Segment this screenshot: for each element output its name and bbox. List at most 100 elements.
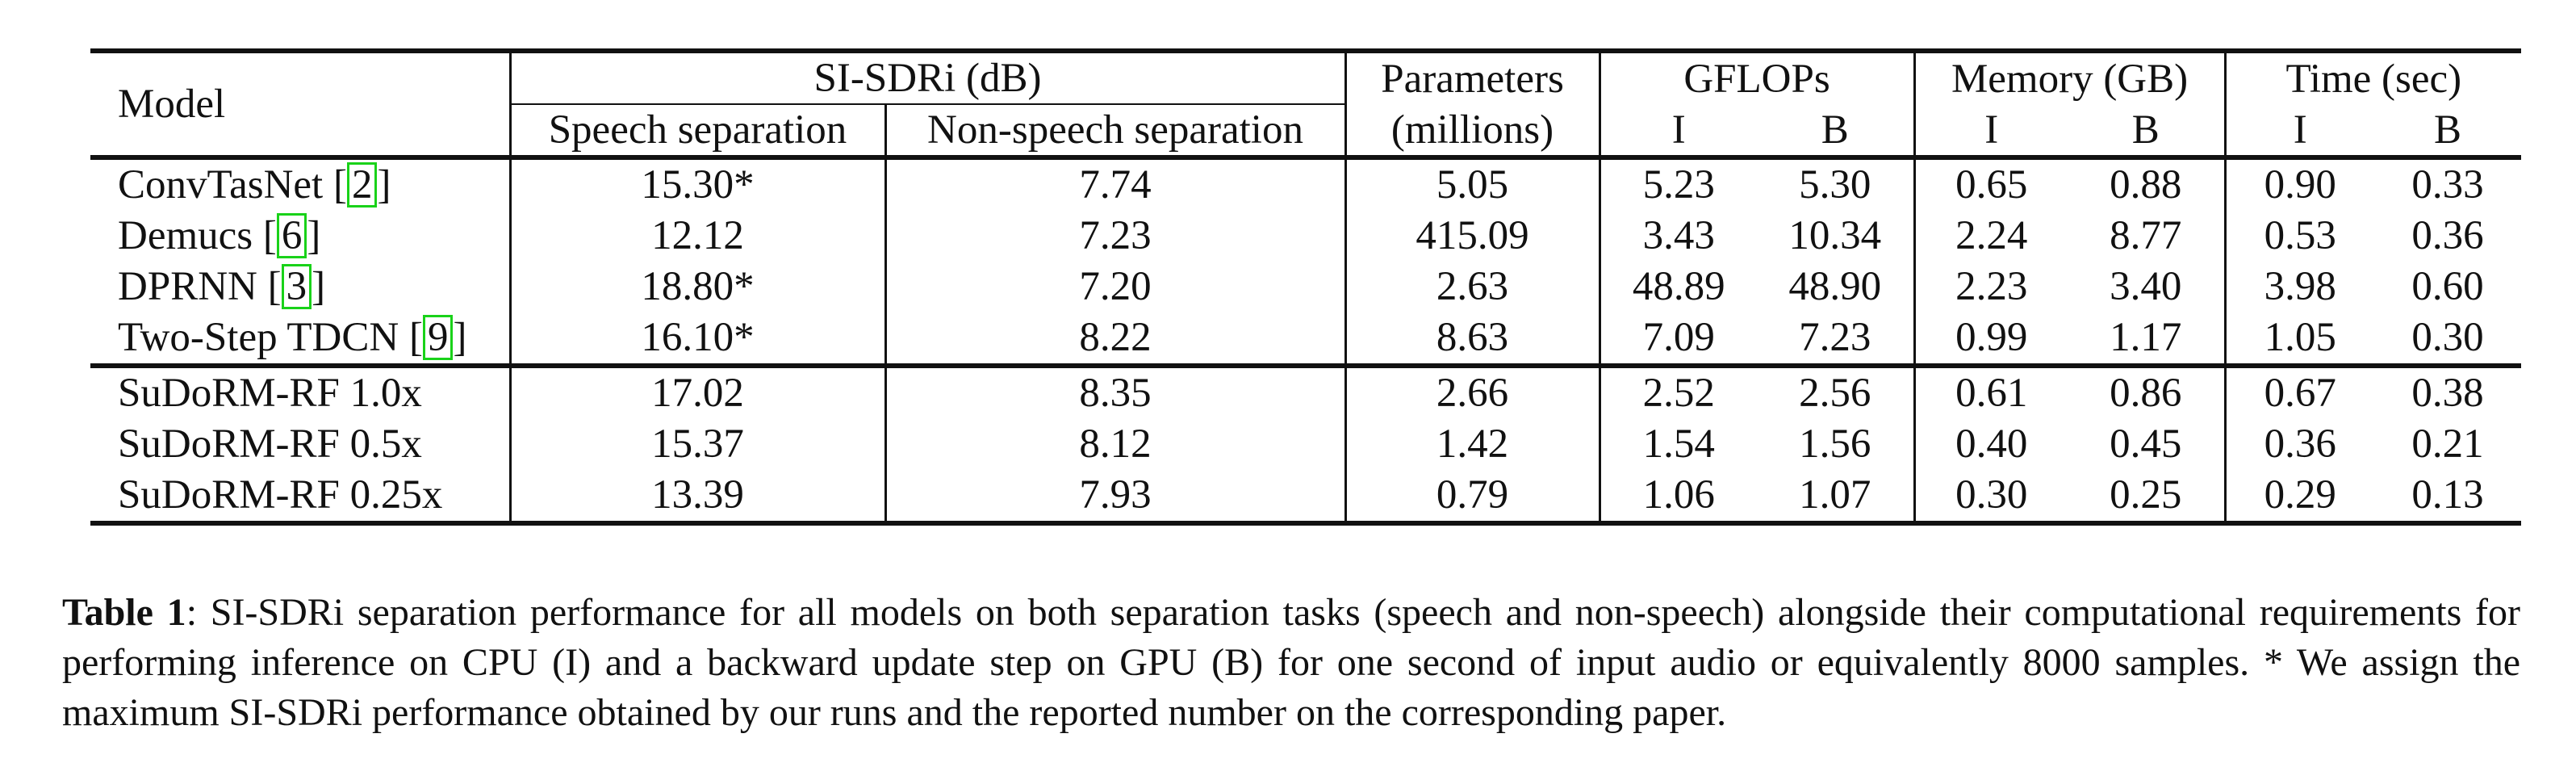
results-table-container: Model SI-SDRi (dB) Parameters GFLOPs Mem… [90,48,2522,526]
speech-sisdri: 18.80* [508,262,885,312]
speech-sisdri: 15.37 [508,419,885,470]
caption-label: Table 1 [62,591,186,634]
gflops-b: 7.23 [1799,315,1871,360]
caption-text: : SI-SDRi separation performance for all… [62,591,2521,734]
time-b: 0.30 [2411,315,2484,360]
parameters: 2.66 [1344,363,1600,419]
parameters: 5.05 [1344,155,1600,211]
time-i: 0.29 [2223,470,2375,526]
memory-b: 3.40 [2110,264,2182,309]
citation-link[interactable]: 9 [422,315,454,360]
time-b: 0.36 [2411,213,2484,258]
model-name: Two-Step TDCN [9] [118,315,467,360]
gflops-b: 2.56 [1757,363,1915,419]
memory-i: 0.40 [1913,419,2068,470]
speech-sisdri: 12.12 [508,211,885,262]
model-name: ConvTasNet [2] [90,155,510,211]
gflops-i: 48.89 [1598,262,1758,312]
header-nonspeech-separation: Non-speech separation [884,104,1346,157]
table-row: DPRNN [3] 18.80* 7.20 2.63 48.89 48.90 2… [90,262,2521,312]
speech-sisdri: 16.10* [508,312,885,366]
model-name: DPRNN [3] [118,264,326,309]
memory-b: 8.77 [2110,213,2182,258]
time-i: 1.05 [2223,312,2375,366]
nonspeech-sisdri: 7.23 [884,211,1346,262]
nonspeech-sisdri: 7.93 [884,470,1346,526]
memory-i: 0.61 [1913,363,2068,419]
nonspeech-sisdri: 8.22 [884,312,1346,366]
header-memory-i: I [1913,104,2068,157]
time-b: 0.13 [2374,470,2522,526]
table-row: ConvTasNet [2] 15.30* 7.74 5.05 5.23 5.3… [90,155,2522,211]
header-speech-separation: Speech separation [508,104,885,157]
header-si-sdri: SI-SDRi (dB) [508,48,1346,105]
memory-b: 0.88 [2068,155,2226,211]
table-row: SuDoRM-RF 0.5x 15.37 8.12 1.42 1.54 1.56… [90,419,2521,470]
table-caption: Table 1: SI-SDRi separation performance … [62,588,2520,738]
time-b: 0.38 [2374,363,2522,419]
model-name: SuDoRM-RF 0.25x [90,470,510,526]
gflops-i: 7.09 [1598,312,1758,366]
gflops-b: 5.30 [1757,155,1915,211]
speech-sisdri: 15.30* [508,155,885,211]
table-row: Two-Step TDCN [9] 16.10* 8.22 8.63 7.09 … [90,312,2521,366]
table-row: SuDoRM-RF 1.0x 17.02 8.35 2.66 2.52 2.56… [90,363,2522,419]
citation-link[interactable]: 3 [281,264,312,309]
gflops-i: 1.06 [1598,470,1758,526]
gflops-b: 10.34 [1788,213,1882,258]
gflops-i: 5.23 [1598,155,1758,211]
header-time-i: I [2223,104,2375,157]
model-name: SuDoRM-RF 0.5x [118,421,422,467]
time-b: 0.60 [2411,264,2484,309]
table-row: Demucs [6] 12.12 7.23 415.09 3.43 10.34 … [90,211,2521,262]
time-i: 0.67 [2223,363,2375,419]
memory-i: 2.24 [1913,211,2068,262]
nonspeech-sisdri: 8.35 [884,363,1346,419]
nonspeech-sisdri: 7.74 [884,155,1346,211]
header-memory: Memory (GB) [1913,48,2226,104]
parameters: 8.63 [1344,312,1600,366]
memory-i: 0.99 [1913,312,2068,366]
time-i: 0.36 [2223,419,2375,470]
memory-b: 0.25 [2068,470,2226,526]
speech-sisdri: 13.39 [508,470,885,526]
gflops-b: 1.07 [1757,470,1915,526]
results-table: Model SI-SDRi (dB) Parameters GFLOPs Mem… [90,48,2522,526]
speech-sisdri: 17.02 [508,363,885,419]
parameters: 0.79 [1344,470,1600,526]
memory-b: 0.45 [2110,421,2182,467]
header-parameters: Parameters [1344,48,1600,104]
citation-link[interactable]: 2 [346,162,378,208]
header-gflops: GFLOPs [1598,48,1915,104]
header-parameters-unit: (millions) [1344,104,1600,157]
header-time: Time (sec) [2223,48,2522,104]
model-name: SuDoRM-RF 1.0x [90,363,510,419]
gflops-i: 3.43 [1598,211,1758,262]
parameters: 1.42 [1344,419,1600,470]
gflops-i: 2.52 [1598,363,1758,419]
header-row-1: Model SI-SDRi (dB) Parameters GFLOPs Mem… [90,48,2522,157]
memory-i: 2.23 [1913,262,2068,312]
gflops-i: 1.54 [1598,419,1758,470]
header-gflops-i: I [1598,104,1758,157]
memory-i: 0.65 [1913,155,2068,211]
nonspeech-sisdri: 7.20 [884,262,1346,312]
memory-i: 0.30 [1913,470,2068,526]
parameters: 415.09 [1344,211,1600,262]
citation-link[interactable]: 6 [276,213,307,258]
header-memory-b: B [2131,107,2160,153]
time-b: 0.33 [2374,155,2522,211]
time-i: 0.90 [2223,155,2375,211]
time-i: 0.53 [2223,211,2375,262]
header-time-b: B [2434,107,2462,153]
model-name: Demucs [6] [118,213,321,258]
time-i: 3.98 [2223,262,2375,312]
gflops-b: 48.90 [1788,264,1882,309]
time-b: 0.21 [2411,421,2484,467]
gflops-b: 1.56 [1799,421,1871,467]
header-model: Model [90,48,510,157]
memory-b: 0.86 [2068,363,2226,419]
header-row-2: Speech separation Non-speech separation … [90,104,2521,157]
memory-b: 1.17 [2110,315,2182,360]
header-gflops-b: B [1821,107,1849,153]
